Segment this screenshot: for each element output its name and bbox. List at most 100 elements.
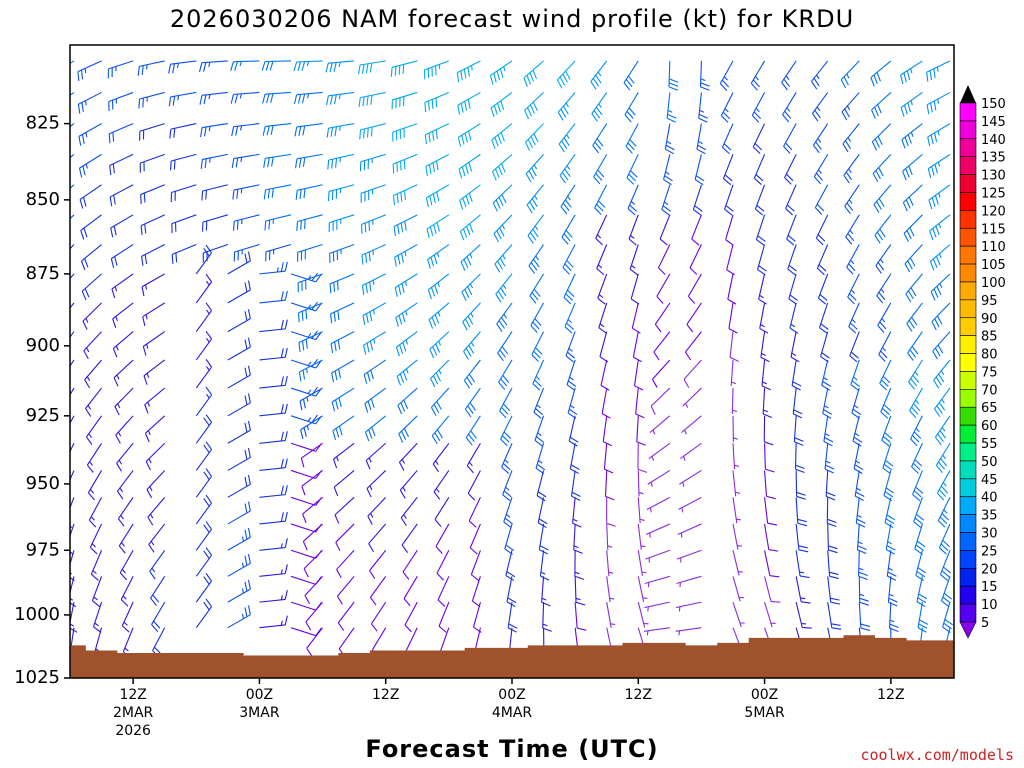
- barb-shaft: [171, 184, 197, 194]
- credit-link[interactable]: coolwx.com/models: [860, 746, 1014, 764]
- barb-feather: [662, 205, 672, 212]
- barb-feather: [150, 597, 157, 606]
- wind-barb: [195, 302, 213, 332]
- barb-feather: [205, 358, 213, 368]
- wind-barb: [827, 523, 838, 554]
- barb-feather: [536, 463, 546, 471]
- barb-shaft: [290, 601, 316, 611]
- barb-half-feather: [114, 286, 118, 292]
- barb-shaft: [756, 244, 766, 270]
- barb-shaft: [433, 470, 450, 493]
- wind-barb: [259, 290, 288, 304]
- barb-shaft: [636, 415, 639, 442]
- barb-feather: [501, 194, 507, 204]
- x-tick-label: 4MAR: [492, 705, 533, 721]
- barb-shaft: [364, 387, 387, 404]
- barb-half-feather: [667, 109, 673, 113]
- barb-shaft: [902, 153, 923, 172]
- wind-barb: [327, 184, 355, 202]
- barb-shaft: [234, 243, 260, 253]
- wind-barb: [926, 60, 951, 82]
- barb-half-feather: [650, 481, 653, 487]
- barb-feather: [812, 144, 820, 154]
- wind-barb: [367, 496, 387, 525]
- barb-feather: [499, 410, 507, 419]
- barb-shaft: [683, 359, 702, 380]
- barb-feather: [315, 273, 322, 283]
- barb-shaft: [290, 442, 316, 452]
- barb-shaft: [497, 331, 513, 354]
- barb-feather: [270, 93, 274, 103]
- barb-feather: [768, 549, 779, 552]
- barb-shaft: [70, 387, 75, 396]
- barb-shaft: [303, 549, 323, 570]
- barb-feather: [335, 158, 338, 168]
- barb-shaft: [290, 302, 316, 312]
- barb-shaft: [876, 273, 892, 297]
- barb-feather: [781, 82, 788, 91]
- barb-half-feather: [737, 544, 742, 547]
- barb-feather: [365, 313, 369, 324]
- barb-shaft: [595, 214, 608, 239]
- barb-half-feather: [763, 409, 768, 413]
- barb-shaft: [504, 523, 513, 550]
- barb-feather: [596, 203, 604, 212]
- barb-shaft: [823, 415, 829, 442]
- barb-feather: [84, 288, 90, 298]
- barb-shaft: [900, 91, 923, 108]
- barb-shaft: [506, 576, 513, 602]
- barb-feather: [394, 257, 397, 267]
- barb-feather: [496, 102, 501, 113]
- barb-feather: [331, 159, 334, 169]
- wind-barb: [491, 153, 513, 181]
- barb-feather: [244, 311, 248, 321]
- barb-feather: [590, 81, 597, 90]
- barb-feather: [430, 407, 437, 416]
- barb-feather: [848, 326, 857, 334]
- barb-feather: [469, 402, 477, 411]
- plot-frame: [69, 44, 955, 679]
- barb-half-feather: [540, 571, 546, 575]
- wind-barb: [332, 442, 355, 469]
- barb-feather: [937, 520, 946, 528]
- barb-half-feather: [151, 567, 156, 573]
- barb-feather: [398, 285, 402, 295]
- barb-shaft: [305, 601, 323, 623]
- barb-feather: [767, 522, 778, 526]
- barb-feather: [433, 491, 441, 500]
- barb-feather: [592, 78, 600, 87]
- barb-half-feather: [940, 370, 945, 376]
- barb-half-feather: [369, 485, 373, 491]
- barb-shaft: [732, 550, 740, 576]
- barb-feather: [887, 571, 897, 577]
- barb-feather: [597, 169, 605, 178]
- barb-feather: [813, 77, 820, 87]
- barb-shaft: [909, 387, 923, 411]
- wind-barb: [871, 92, 892, 119]
- barb-shaft: [624, 92, 639, 116]
- barb-shaft: [494, 244, 513, 265]
- wind-barb: [358, 91, 386, 108]
- colorbar-swatch: [959, 102, 977, 122]
- barb-feather: [934, 347, 941, 357]
- colorbar: 1501451401351301251201151101051009590858…: [959, 85, 1006, 639]
- barb-feather: [369, 311, 373, 322]
- wind-barb: [942, 601, 953, 633]
- wind-barb: [840, 60, 860, 89]
- wind-barb: [818, 302, 829, 334]
- barb-feather: [935, 225, 940, 236]
- x-tick-label: 00Z: [498, 687, 525, 703]
- barb-half-feather: [405, 368, 409, 374]
- barb-shaft: [906, 302, 923, 324]
- colorbar-swatch: [959, 227, 977, 247]
- wind-barb: [259, 261, 288, 275]
- wind-barb: [113, 359, 134, 387]
- barb-feather: [907, 260, 913, 270]
- barb-feather: [140, 225, 143, 236]
- barb-feather: [755, 174, 764, 182]
- barb-feather: [141, 256, 144, 266]
- barb-feather: [594, 141, 602, 150]
- wind-barb: [259, 564, 288, 577]
- barb-feather: [530, 325, 538, 333]
- barb-feather: [142, 316, 146, 327]
